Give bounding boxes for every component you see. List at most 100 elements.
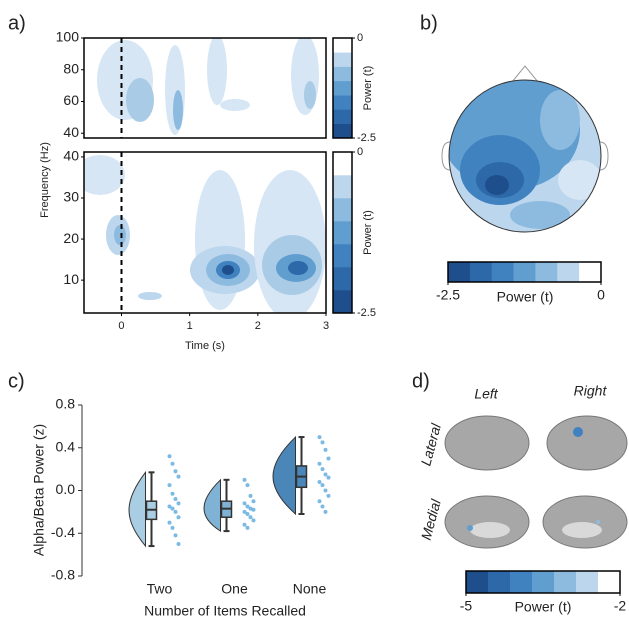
- data-point: [243, 501, 247, 505]
- data-point: [246, 526, 250, 530]
- colorbar-step: [333, 198, 352, 221]
- data-point: [321, 440, 325, 444]
- colorbar-step: [448, 262, 470, 282]
- data-point: [321, 467, 325, 471]
- data-point: [327, 476, 331, 480]
- colorbar-step: [492, 262, 514, 282]
- data-point: [324, 448, 328, 452]
- row-label: Medial: [418, 497, 444, 542]
- y-tick-label: 40: [63, 148, 79, 164]
- x-tick-label: One: [221, 581, 248, 597]
- data-point: [318, 435, 322, 439]
- data-point: [246, 483, 250, 487]
- colorbar-tick-label: -2: [614, 598, 627, 614]
- heatmap-pattern: [97, 35, 319, 135]
- colorbar-step: [333, 152, 352, 175]
- panel-label: b): [420, 12, 438, 34]
- y-axis-label: Frequency (Hz): [39, 142, 51, 218]
- data-point: [327, 494, 331, 498]
- data-point: [174, 533, 178, 537]
- y-tick-label: 10: [63, 271, 79, 287]
- colorbar-step: [598, 571, 620, 593]
- data-point: [252, 499, 256, 503]
- data-point: [243, 523, 247, 527]
- x-tick-label: None: [293, 581, 327, 597]
- row-label: Lateral: [417, 421, 444, 467]
- data-point: [249, 515, 253, 519]
- data-point: [321, 483, 325, 487]
- data-point: [318, 480, 322, 484]
- colorbar-step: [333, 95, 352, 110]
- half-violin: [129, 472, 146, 546]
- data-point: [168, 483, 172, 487]
- colorbar-label: Power (t): [515, 599, 572, 615]
- data-point: [177, 542, 181, 546]
- data-point: [168, 521, 172, 525]
- x-tick-label: 2: [255, 320, 261, 332]
- data-point: [174, 510, 178, 514]
- y-tick-label: 0.0: [56, 481, 76, 497]
- data-point: [168, 454, 172, 458]
- data-point: [171, 462, 175, 466]
- colorbar-step: [510, 571, 532, 593]
- half-violin: [273, 437, 296, 514]
- data-point: [318, 462, 322, 466]
- colorbar-step: [466, 571, 488, 593]
- colorbar-tick-label: -2.5: [357, 307, 376, 319]
- data-point: [171, 492, 175, 496]
- y-tick-label: 80: [63, 60, 79, 76]
- colorbar-tick-label: -2.5: [436, 287, 460, 303]
- colorbar-step: [333, 244, 352, 267]
- colorbar-tick-label: 0: [357, 32, 363, 44]
- colorbar-step: [557, 262, 579, 282]
- data-point: [174, 469, 178, 473]
- y-tick-label: 20: [63, 230, 79, 246]
- x-tick-label: 0: [118, 320, 124, 332]
- colorbar-step: [333, 175, 352, 198]
- colorbar-step: [333, 109, 352, 124]
- colorbar-tick-label: 0: [357, 146, 363, 158]
- data-point: [324, 489, 328, 493]
- colorbar-label: Power (t): [362, 66, 374, 111]
- heatmap-pattern: [75, 155, 326, 320]
- y-tick-label: 30: [63, 189, 79, 205]
- data-point: [246, 512, 250, 516]
- colorbar-step: [333, 67, 352, 82]
- colorbar-step: [554, 571, 576, 593]
- colorbar-tick-label: -5: [460, 598, 473, 614]
- data-point: [177, 501, 181, 505]
- colorbar-step: [333, 221, 352, 244]
- y-tick-label: -0.4: [51, 524, 75, 540]
- colorbar-step: [579, 262, 601, 282]
- data-point: [249, 494, 253, 498]
- colorbar-step: [532, 571, 554, 593]
- x-axis-label: Number of Items Recalled: [144, 603, 306, 619]
- column-label: Left: [474, 386, 498, 402]
- colorbar-step: [333, 52, 352, 67]
- colorbar-tick-label: -2.5: [357, 132, 376, 144]
- colorbar-step: [333, 38, 352, 53]
- y-tick-label: 60: [63, 92, 79, 108]
- colorbar-label: Power (t): [497, 289, 554, 305]
- brain-views: [445, 416, 627, 548]
- colorbar-step: [488, 571, 510, 593]
- y-tick-label: 100: [56, 29, 80, 45]
- colorbar-step: [333, 124, 352, 139]
- colorbar-tick-label: 0: [597, 287, 605, 303]
- y-tick-label: 40: [63, 124, 79, 140]
- data-point: [243, 478, 247, 482]
- data-point: [174, 497, 178, 501]
- topomap: [440, 66, 608, 232]
- half-violin: [204, 480, 221, 531]
- figure: 406080100a)0-2.5Power (t)102030400123Tim…: [0, 0, 629, 624]
- colorbar-step: [470, 262, 492, 282]
- panel-label: a): [8, 12, 26, 34]
- x-axis-label: Time (s): [185, 340, 225, 352]
- x-tick-label: 3: [323, 320, 329, 332]
- data-point: [177, 475, 181, 479]
- colorbar-step: [333, 290, 352, 313]
- data-point: [318, 499, 322, 503]
- colorbar-step: [514, 262, 536, 282]
- x-tick-label: Two: [147, 581, 173, 597]
- colorbar-step: [333, 267, 352, 290]
